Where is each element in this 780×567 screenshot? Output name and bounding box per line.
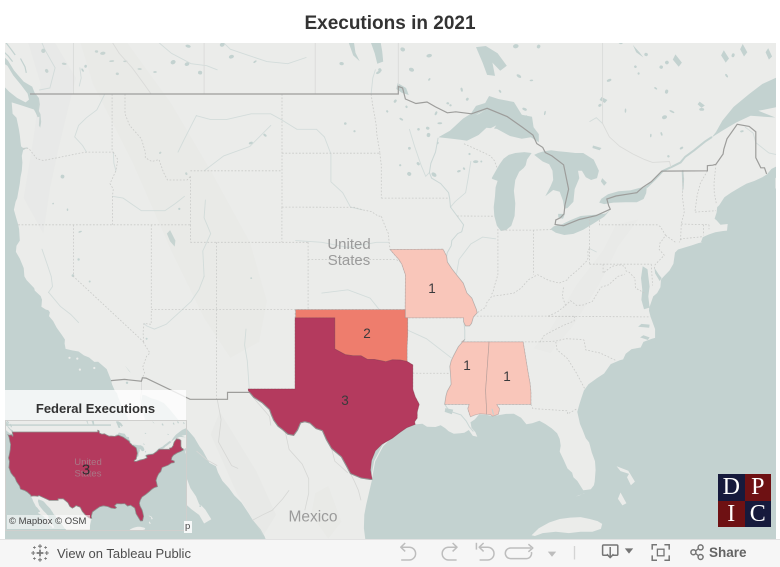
svg-text:1: 1 <box>503 369 511 384</box>
svg-text:Mexico: Mexico <box>288 509 337 526</box>
svg-text:3: 3 <box>341 393 349 408</box>
svg-text:Share: Share <box>709 545 747 560</box>
svg-text:3: 3 <box>82 462 90 479</box>
svg-text:1: 1 <box>428 281 436 296</box>
svg-text:2: 2 <box>363 326 371 341</box>
svg-text:1: 1 <box>463 358 471 373</box>
